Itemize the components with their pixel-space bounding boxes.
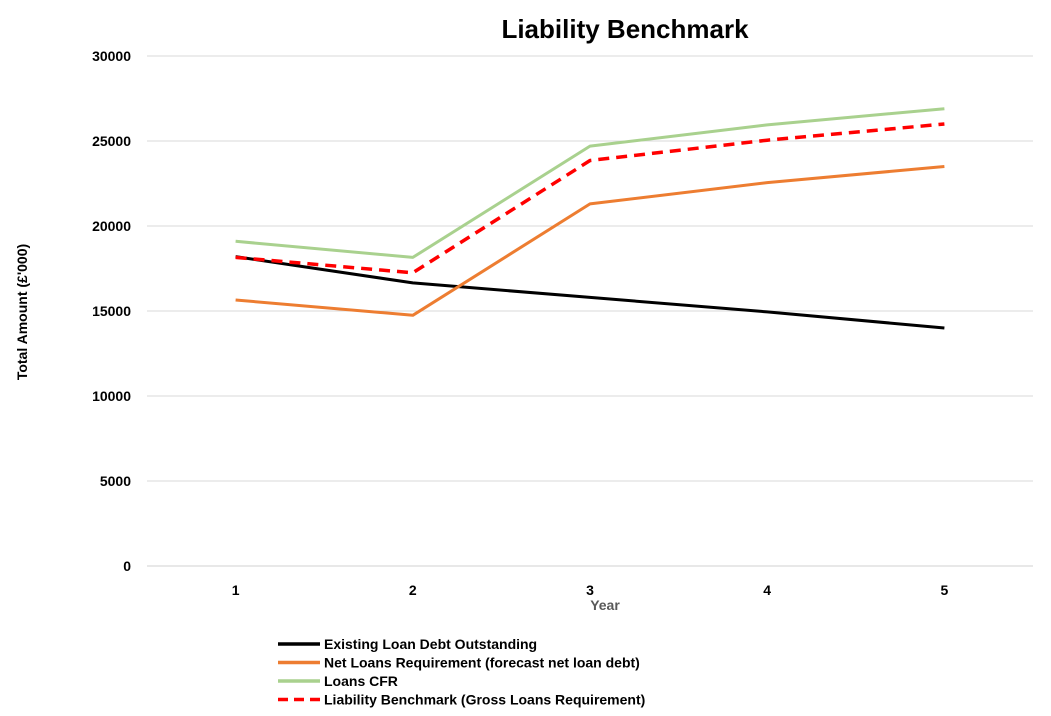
x-tick-label: 5 [941, 582, 949, 598]
series-line-1 [235, 255, 945, 330]
tick-labels: 0 5000 10000 15000 20000 25000 30000 1 2 3 4 5 [92, 48, 948, 598]
legend-label-2: Net Loans Requirement (forecast net loan… [324, 655, 640, 671]
y-tick-label: 15000 [92, 303, 131, 319]
legend: Existing Loan Debt Outstanding Net Loans … [278, 636, 645, 708]
series-line-2 [235, 165, 945, 317]
series-lines [235, 107, 945, 330]
y-tick-label: 25000 [92, 133, 131, 149]
y-tick-label: 0 [123, 558, 131, 574]
series-line-3 [235, 107, 945, 259]
y-axis-title: Total Amount (£'000) [14, 244, 30, 380]
grid-lines [147, 55, 1033, 482]
legend-label-1: Existing Loan Debt Outstanding [324, 636, 537, 652]
x-tick-label: 1 [232, 582, 240, 598]
x-tick-label: 3 [586, 582, 594, 598]
y-tick-label: 20000 [92, 218, 131, 234]
chart-title: Liability Benchmark [501, 14, 749, 44]
x-tick-label: 4 [763, 582, 771, 598]
y-tick-label: 10000 [92, 388, 131, 404]
y-tick-label: 5000 [100, 473, 131, 489]
legend-label-4: Liability Benchmark (Gross Loans Require… [324, 692, 645, 708]
y-tick-label: 30000 [92, 48, 131, 64]
x-tick-label: 2 [409, 582, 417, 598]
x-axis-title: Year [590, 597, 620, 613]
legend-label-3: Loans CFR [324, 673, 398, 689]
series-line-4 [235, 122, 945, 275]
